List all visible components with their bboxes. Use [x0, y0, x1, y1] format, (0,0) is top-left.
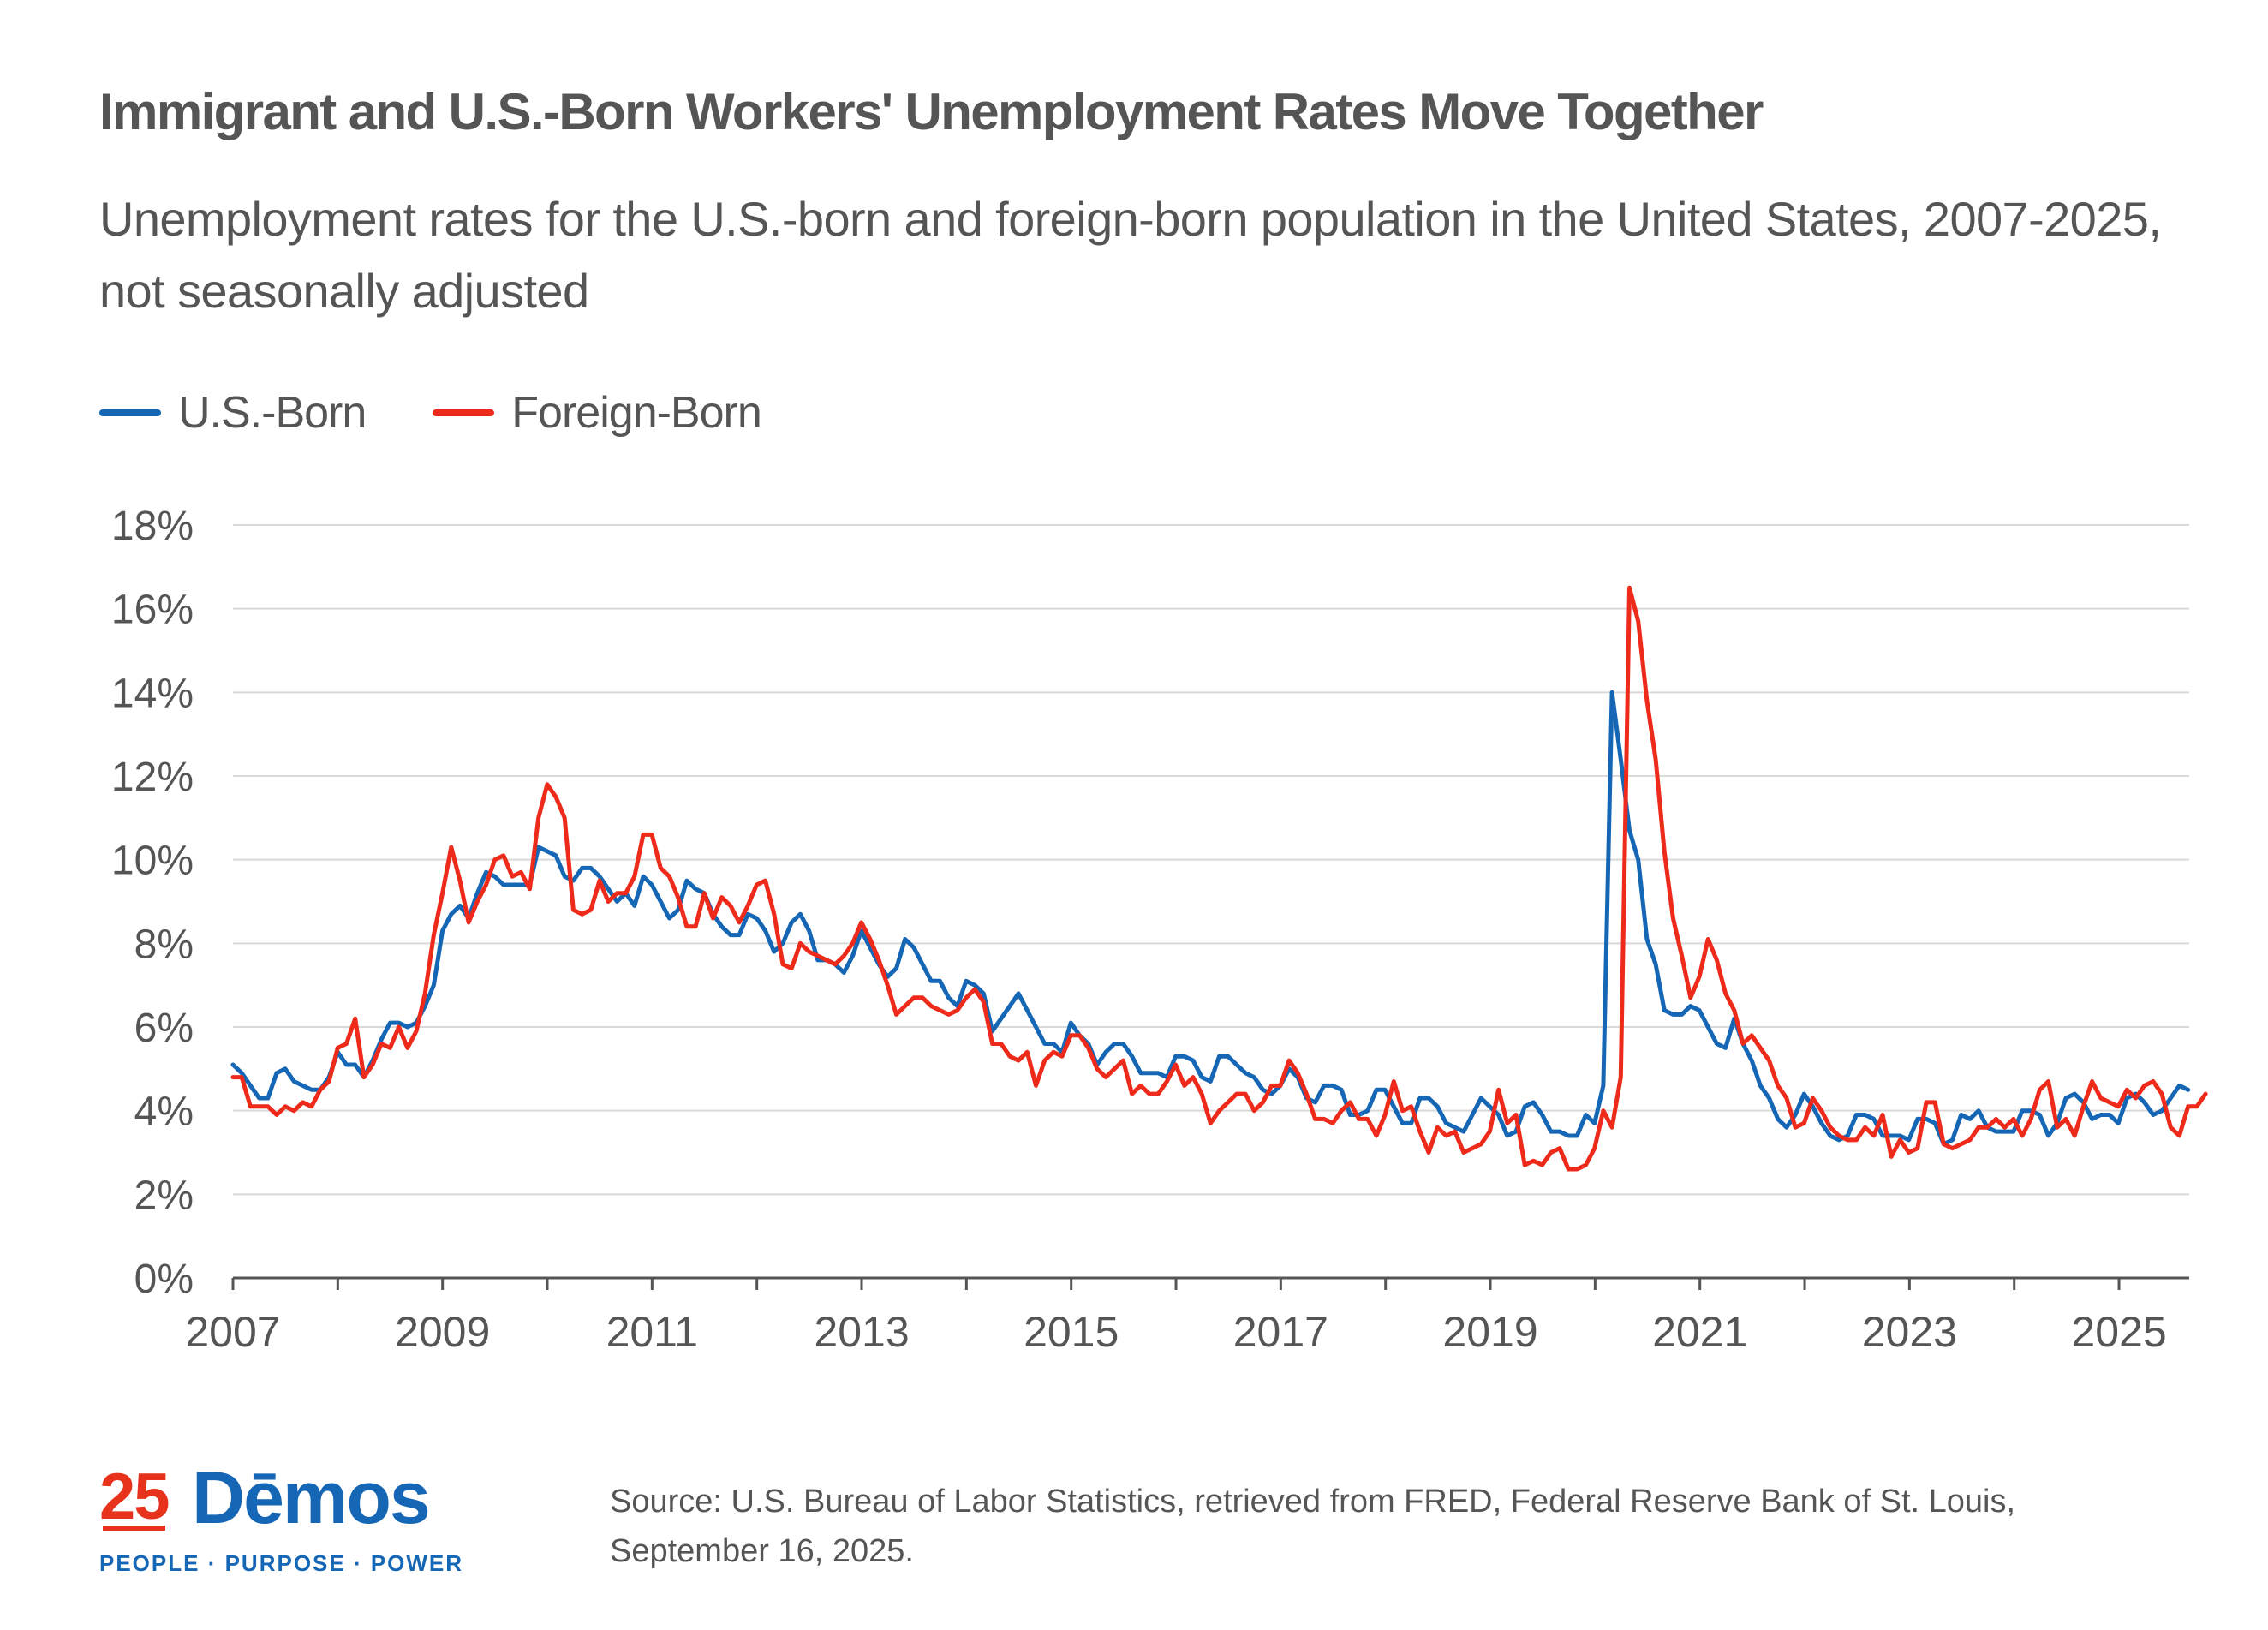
- y-tick-label: 0%: [134, 1257, 194, 1302]
- y-tick-label: 4%: [134, 1090, 194, 1135]
- y-tick-label: 16%: [111, 588, 194, 633]
- y-axis-tick-labels: 0% 2% 4% 6% 8% 10% 12% 14% 16% 18%: [111, 504, 194, 1302]
- logo-number: 25: [99, 1460, 170, 1533]
- y-tick-label: 10%: [111, 839, 194, 884]
- y-tick-label: 18%: [111, 504, 194, 549]
- x-tick-label: 2017: [1233, 1308, 1328, 1356]
- x-tick-label: 2015: [1024, 1308, 1119, 1356]
- y-tick-label: 2%: [134, 1173, 194, 1218]
- source-note: Source: U.S. Bureau of Labor Statistics,…: [610, 1484, 2016, 1569]
- legend-item-us-born: U.S.-Born: [99, 387, 367, 439]
- x-tick-label: 2021: [1652, 1308, 1747, 1356]
- x-tick-label: 2019: [1442, 1308, 1537, 1356]
- x-tick-label: 2007: [185, 1308, 280, 1356]
- series-line-us-born: [230, 690, 2191, 1147]
- x-axis: 2007 2009 2011 2013 2015 2017 2019 2021 2023 2025: [185, 1276, 2189, 1356]
- chart-title: Immigrant and U.S.-Born Workers' Unemplo…: [99, 83, 1764, 140]
- x-tick-label: 2011: [606, 1308, 699, 1356]
- y-tick-label: 14%: [111, 671, 194, 716]
- line-chart: 0%2%4%6%8%10%12%14%16%18% 2007 2009 2011 20…: [111, 504, 2208, 1356]
- x-tick-label: 2009: [395, 1308, 490, 1356]
- y-tick-label: 12%: [111, 755, 194, 800]
- logo-tagline: PEOPLE · PURPOSE · POWER: [99, 1550, 464, 1576]
- x-tick-label: 2013: [814, 1308, 909, 1356]
- y-tick-label: 8%: [134, 922, 194, 967]
- legend-item-foreign-born: Foreign-Born: [433, 387, 762, 439]
- legend-swatch-foreign-born: [433, 409, 495, 416]
- chart-subtitle: Unemployment rates for the U.S.-born and…: [99, 192, 2162, 318]
- gridlines: [233, 524, 2189, 1196]
- demos-logo: 25 Dēmos PEOPLE · PURPOSE · POWER: [99, 1456, 462, 1585]
- data-series: [230, 585, 2208, 1172]
- series-line-foreign-born: [230, 585, 2208, 1172]
- legend-swatch-us-born: [99, 409, 161, 416]
- legend-label-foreign-born: Foreign-Born: [511, 388, 761, 438]
- legend-label-us-born: U.S.-Born: [178, 388, 367, 438]
- logo-name: Dēmos: [192, 1457, 431, 1539]
- legend: U.S.-Born Foreign-Born: [99, 385, 828, 440]
- y-tick-label: 6%: [134, 1006, 194, 1051]
- x-tick-label: 2023: [1862, 1308, 1957, 1356]
- x-tick-label: 2025: [2071, 1308, 2166, 1356]
